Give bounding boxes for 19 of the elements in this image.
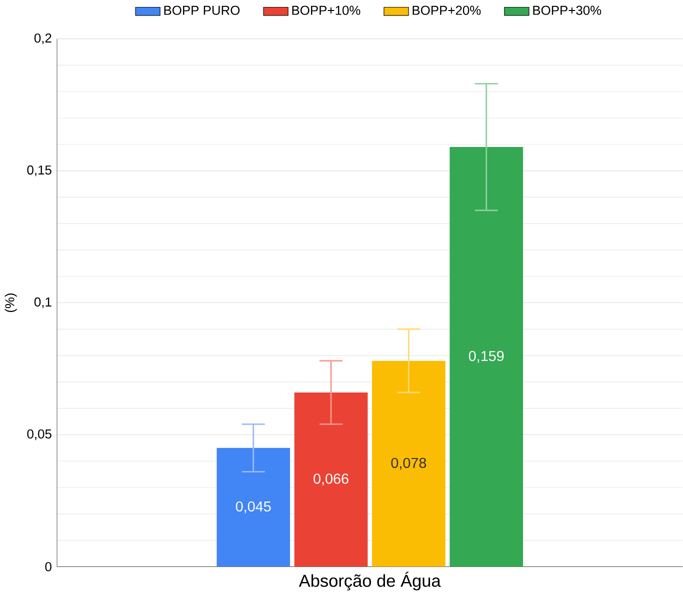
y-tick-label: 0 <box>45 562 52 572</box>
legend-label: BOPP+30% <box>533 6 602 15</box>
y-axis-title: (%) <box>4 293 17 312</box>
bar <box>372 360 446 567</box>
y-tick-label: 0,15 <box>27 165 52 176</box>
x-tick-label: Absorção de Água <box>298 572 441 590</box>
legend-label: BOPP+10% <box>292 6 360 15</box>
bar <box>216 448 290 567</box>
y-tick-label: 0,1 <box>34 297 52 308</box>
bar <box>294 392 368 567</box>
data-label: 0,045 <box>236 501 271 514</box>
y-tick-label: 0,05 <box>27 429 52 440</box>
legend-label: BOPP PURO <box>164 6 240 15</box>
legend-label: BOPP+20% <box>412 6 481 15</box>
data-label: 0,066 <box>314 474 348 486</box>
bar <box>450 146 524 567</box>
y-tick-label: 0,2 <box>34 33 52 44</box>
data-label: 0,159 <box>468 350 504 363</box>
data-label: 0,078 <box>391 458 426 470</box>
